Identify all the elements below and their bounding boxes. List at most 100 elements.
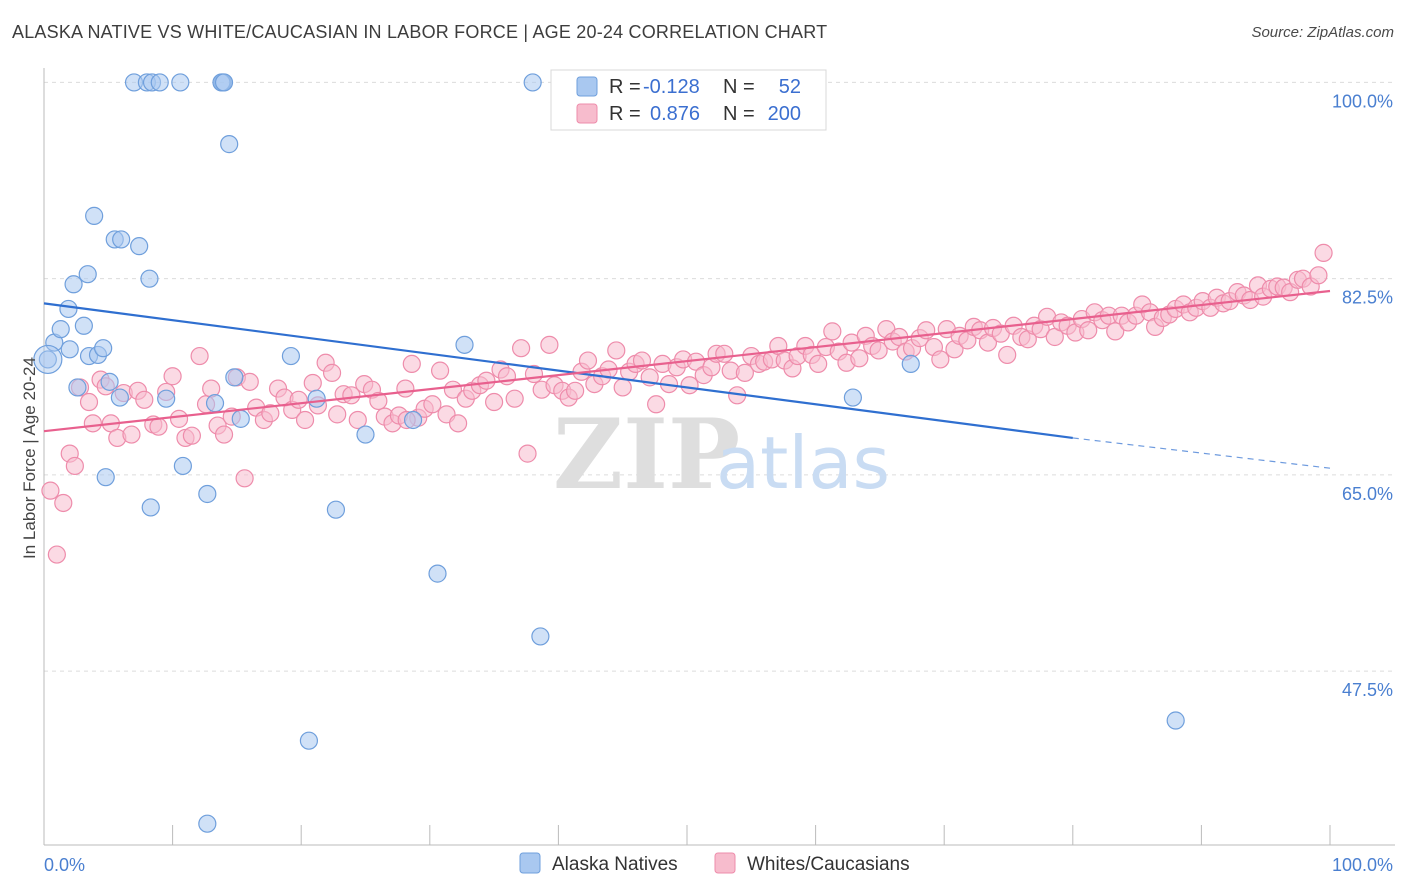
alaska-point bbox=[110, 388, 129, 407]
alaska-point bbox=[231, 409, 250, 428]
alaska-point bbox=[356, 425, 375, 444]
series-whites-points bbox=[41, 243, 1333, 564]
legend-r-label: R = bbox=[609, 103, 641, 125]
whites-point bbox=[163, 367, 182, 386]
whites-point bbox=[518, 444, 537, 463]
whites-point bbox=[998, 345, 1017, 365]
alaska-point bbox=[198, 814, 217, 833]
legend-n-label: N = bbox=[723, 103, 755, 125]
whites-point bbox=[505, 389, 524, 408]
whites-point bbox=[342, 386, 361, 405]
whites-point bbox=[1314, 243, 1333, 262]
alaska-point bbox=[78, 265, 97, 284]
y-tick-label: 65.0% bbox=[1342, 484, 1393, 504]
watermark-zip: ZIP bbox=[553, 398, 740, 511]
whites-point bbox=[869, 341, 888, 360]
whites-point bbox=[566, 381, 585, 400]
alaska-point bbox=[60, 340, 79, 359]
whites-point bbox=[65, 456, 84, 476]
alaska-point bbox=[523, 73, 542, 92]
x-tick-label: 100.0% bbox=[1332, 855, 1393, 875]
whites-point bbox=[240, 372, 259, 391]
alaska-point bbox=[1166, 711, 1185, 730]
whites-point bbox=[613, 378, 632, 397]
alaska-point bbox=[141, 498, 160, 517]
whites-point bbox=[809, 354, 828, 374]
whites-point bbox=[182, 426, 201, 445]
y-axis-label: In Labor Force | Age 20-24 bbox=[20, 357, 39, 559]
whites-point bbox=[328, 405, 347, 424]
alaska-point bbox=[901, 354, 920, 374]
whites-point bbox=[448, 414, 468, 433]
whites-point bbox=[578, 351, 598, 370]
whites-point bbox=[190, 346, 209, 366]
whites-point bbox=[485, 392, 504, 412]
y-tick-label: 47.5% bbox=[1342, 680, 1393, 700]
whites-point bbox=[1106, 322, 1125, 341]
legend: R = -0.128 N = 52 R = 0.876 N = 200 bbox=[550, 69, 827, 131]
whites-point bbox=[235, 469, 254, 488]
whites-point bbox=[402, 354, 421, 374]
alaska-point bbox=[220, 135, 239, 154]
alaska-point bbox=[68, 378, 87, 397]
whites-point bbox=[1079, 321, 1098, 340]
whites-point bbox=[54, 493, 73, 513]
chart-source: Source: ZipAtlas.com bbox=[1251, 24, 1394, 41]
whites-point bbox=[423, 395, 442, 414]
alaska-point bbox=[843, 388, 862, 407]
whites-point bbox=[135, 390, 154, 409]
watermark: ZIP atlas bbox=[553, 398, 890, 511]
whites-point bbox=[214, 425, 234, 444]
alaska-point bbox=[531, 627, 550, 646]
alaska-point bbox=[326, 500, 346, 519]
legend-n-label: N = bbox=[723, 76, 755, 98]
alaska-point bbox=[214, 73, 234, 92]
legend-r-value: 0.876 bbox=[650, 103, 700, 125]
alaska-point bbox=[171, 73, 190, 92]
whites-point bbox=[369, 391, 388, 411]
alaska-point bbox=[59, 299, 78, 319]
legend-swatch-alaska bbox=[576, 76, 598, 97]
whites-point bbox=[261, 404, 280, 423]
alaska-point bbox=[173, 456, 192, 476]
alaska-point bbox=[51, 320, 70, 339]
alaska-point bbox=[33, 344, 63, 375]
whites-point bbox=[41, 481, 60, 500]
x-tick-labels: 0.0% 100.0% bbox=[44, 855, 1393, 875]
trend-lines bbox=[43, 289, 1331, 469]
axes bbox=[43, 68, 1395, 846]
alaska-point bbox=[96, 468, 115, 487]
alaska-trend-extension bbox=[1072, 437, 1331, 469]
whites-point bbox=[647, 395, 666, 414]
whites-point bbox=[122, 425, 141, 444]
alaska-point bbox=[100, 372, 119, 391]
bottom-legend-label-whites: Whites/Caucasians bbox=[747, 854, 910, 875]
whites-point bbox=[1309, 266, 1328, 285]
legend-swatch-whites bbox=[576, 103, 598, 124]
alaska-point bbox=[157, 389, 176, 408]
alaska-point bbox=[85, 206, 104, 225]
y-tick-label: 100.0% bbox=[1332, 91, 1393, 111]
alaska-point bbox=[64, 275, 83, 294]
whites-point bbox=[715, 344, 734, 363]
x-tick-label: 0.0% bbox=[44, 855, 85, 875]
whites-trend-line bbox=[43, 289, 1331, 433]
whites-point bbox=[430, 361, 450, 380]
alaska-point bbox=[150, 73, 169, 92]
watermark-atlas: atlas bbox=[716, 421, 890, 505]
whites-point bbox=[931, 350, 950, 369]
whites-point bbox=[477, 371, 496, 390]
bottom-legend-swatch-whites bbox=[714, 852, 736, 874]
alaska-point bbox=[140, 269, 159, 288]
alaska-point bbox=[94, 339, 113, 358]
whites-point bbox=[303, 373, 322, 393]
whites-point bbox=[83, 414, 102, 433]
whites-point bbox=[47, 545, 66, 564]
bottom-legend: Alaska Natives Whites/Caucasians bbox=[519, 852, 910, 875]
whites-point bbox=[79, 392, 99, 412]
whites-point bbox=[512, 339, 531, 358]
alaska-point bbox=[112, 230, 131, 249]
bottom-legend-label-alaska: Alaska Natives bbox=[552, 854, 678, 875]
series-alaska-points bbox=[33, 73, 1185, 833]
